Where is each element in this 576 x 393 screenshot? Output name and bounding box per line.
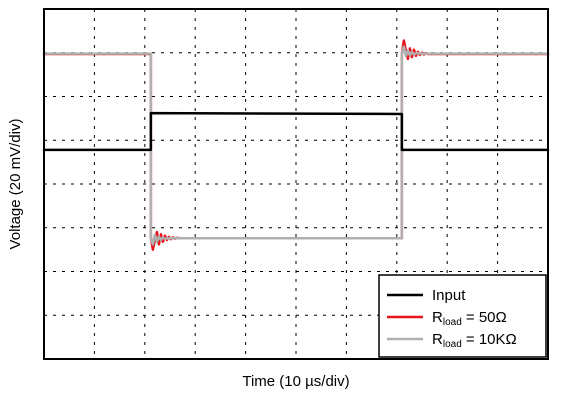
legend-label-sub: load bbox=[443, 317, 462, 328]
legend-label-2: Rload = 10KΩ bbox=[432, 331, 517, 350]
legend-label-0: Input bbox=[432, 287, 466, 304]
legend-label-suffix: = 10KΩ bbox=[462, 331, 517, 348]
series-line-0 bbox=[42, 111, 550, 152]
legend-label-1: Rload = 50Ω bbox=[432, 309, 507, 328]
legend-label-main: Input bbox=[432, 287, 466, 304]
x-axis-label: Time (10 µs/div) bbox=[242, 373, 349, 390]
legend-label-suffix: = 50Ω bbox=[462, 309, 507, 326]
legend-label-sub: load bbox=[443, 339, 462, 350]
grid bbox=[44, 9, 548, 359]
legend-label-main: R bbox=[432, 331, 443, 348]
series-line-2 bbox=[42, 45, 550, 246]
y-axis-label: Voltage (20 mV/div) bbox=[7, 119, 24, 250]
series-layer bbox=[42, 39, 550, 251]
legend-label-main: R bbox=[432, 309, 443, 326]
plot-frame bbox=[43, 8, 549, 360]
